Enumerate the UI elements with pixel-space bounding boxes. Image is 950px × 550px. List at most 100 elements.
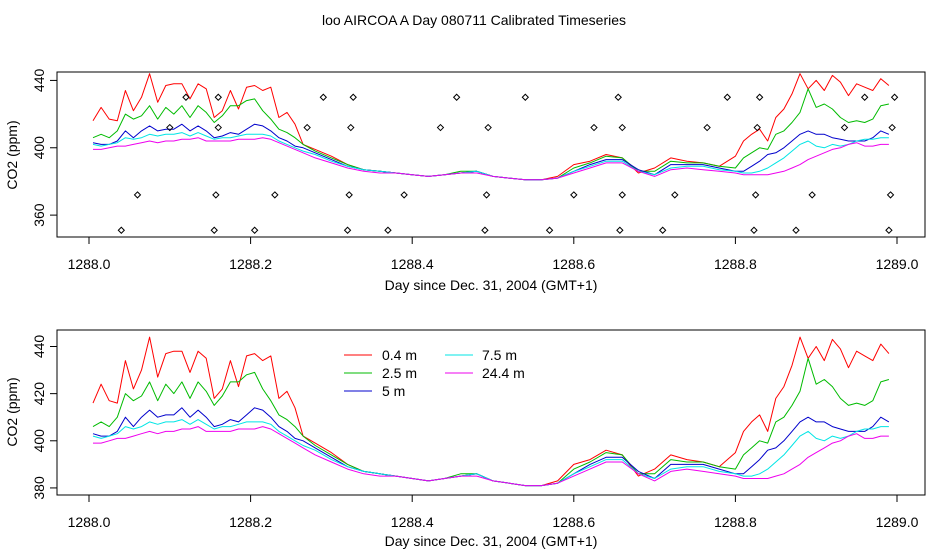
marker-top-37: [753, 123, 761, 132]
y-tick-label-bottom-2: 420: [31, 382, 47, 406]
y-axis-label-bottom: CO2 (ppm): [4, 377, 20, 446]
marker-top-35: [750, 226, 758, 234]
x-tick-label-bottom-2: 1288.4: [391, 514, 434, 530]
marker-top-28: [616, 226, 624, 234]
x-tick-label-top-1: 1288.2: [229, 256, 272, 272]
marker-top-24: [545, 226, 554, 234]
y-tick-label-bottom-0: 380: [31, 476, 47, 500]
marker-top-15: [349, 93, 357, 101]
x-tick-label-top-3: 1288.6: [552, 256, 595, 272]
y-tick-label-top-1: 400: [31, 136, 47, 160]
series-group-top: [92, 73, 899, 234]
y-tick-label-top-0: 360: [31, 203, 47, 227]
marker-top-26: [590, 123, 598, 132]
series-group-bottom: [92, 336, 890, 487]
series-line-bottom-3: [92, 419, 889, 487]
marker-top-1: [133, 191, 142, 199]
marker-top-29: [618, 191, 626, 199]
marker-top-7: [214, 93, 222, 101]
x-axis-top: 1288.0 1288.2 1288.4 1288.6 1288.8 1289.0: [68, 236, 919, 272]
marker-top-38: [755, 93, 764, 101]
marker-top-12: [343, 226, 352, 234]
x-axis-label-bottom: Day since Dec. 31, 2004 (GMT+1): [385, 533, 598, 549]
x-tick-label-top-5: 1289.0: [876, 256, 919, 272]
marker-top-30: [618, 123, 626, 132]
y-tick-label-bottom-3: 440: [31, 335, 47, 359]
marker-top-11: [319, 93, 328, 101]
y-axis-label-top: CO2 (ppm): [4, 120, 20, 189]
series-line-top-2: [92, 123, 890, 181]
y-tick-label-bottom-1: 400: [31, 429, 47, 453]
marker-top-41: [840, 123, 849, 132]
marker-top-8: [250, 226, 259, 234]
marker-top-17: [400, 191, 408, 199]
marker-top-34: [723, 93, 732, 101]
figure-title: loo AIRCOA A Day 080711 Calibrated Times…: [322, 12, 626, 28]
y-axis-top: 360 400 440: [31, 69, 58, 227]
marker-top-10: [303, 123, 311, 132]
x-tick-label-bottom-4: 1288.8: [714, 514, 757, 530]
marker-top-2: [166, 123, 174, 132]
marker-top-42: [860, 93, 869, 101]
marker-top-45: [888, 123, 896, 132]
x-tick-label-bottom-5: 1289.0: [876, 514, 919, 530]
x-tick-label-bottom-1: 1288.2: [229, 514, 272, 530]
panel-top: 360 400 440 1288.0 1288.2 1288.4 1288.6 1288.8…: [4, 69, 926, 293]
x-tick-label-top-4: 1288.8: [714, 256, 757, 272]
legend-label-1: 2.5 m: [382, 365, 417, 381]
y-axis-bottom: 380 400 420 440: [31, 335, 58, 500]
series-line-bottom-2: [92, 407, 890, 487]
marker-top-0: [117, 226, 126, 234]
marker-top-46: [890, 93, 899, 101]
series-line-top-1: [92, 88, 890, 181]
x-tick-label-bottom-3: 1288.6: [552, 514, 595, 530]
marker-top-13: [345, 191, 353, 199]
series-line-bottom-1: [92, 357, 890, 487]
legend-item-4: 24.4 m: [445, 365, 525, 381]
marker-top-6: [214, 123, 222, 132]
marker-top-27: [614, 93, 622, 101]
legend-item-0: 0.4 m: [344, 347, 417, 363]
plot-frame-top: [56, 71, 926, 238]
legend-label-4: 24.4 m: [482, 365, 525, 381]
x-tick-label-top-2: 1288.4: [391, 256, 434, 272]
marker-top-16: [384, 226, 392, 234]
legend-label-0: 0.4 m: [382, 347, 417, 363]
legend-item-3: 7.5 m: [445, 347, 517, 363]
marker-top-23: [521, 93, 530, 101]
x-axis-bottom: 1288.0 1288.2 1288.4 1288.6 1288.8 1289.0: [68, 494, 919, 530]
marker-top-39: [792, 226, 800, 234]
legend: 0.4 m 2.5 m 5 m 7.5 m 24.4 m: [344, 347, 525, 399]
marker-top-33: [703, 123, 711, 132]
legend-label-2: 5 m: [382, 383, 405, 399]
marker-top-5: [212, 191, 220, 199]
marker-top-43: [885, 226, 893, 234]
marker-top-21: [482, 191, 491, 199]
marker-top-22: [484, 123, 492, 132]
x-tick-label-bottom-0: 1288.0: [68, 514, 111, 530]
legend-item-2: 5 m: [344, 383, 405, 399]
legend-label-3: 7.5 m: [482, 347, 517, 363]
marker-top-14: [347, 123, 355, 132]
marker-top-32: [671, 191, 679, 199]
marker-top-44: [886, 191, 895, 199]
series-line-top-3: [92, 132, 889, 181]
marker-top-3: [182, 93, 190, 101]
marker-top-20: [481, 226, 489, 234]
marker-top-18: [436, 123, 445, 132]
x-tick-label-top-0: 1288.0: [68, 256, 111, 272]
series-line-bottom-4: [93, 426, 889, 487]
series-line-top-4: [93, 137, 889, 181]
marker-top-40: [808, 191, 816, 199]
legend-item-1: 2.5 m: [344, 365, 417, 381]
marker-top-4: [210, 226, 218, 234]
marker-top-25: [570, 191, 578, 199]
x-axis-label-top: Day since Dec. 31, 2004 (GMT+1): [385, 277, 598, 293]
marker-top-9: [271, 191, 279, 199]
y-tick-label-top-2: 440: [31, 69, 47, 93]
marker-top-31: [658, 226, 667, 234]
marker-top-36: [751, 191, 760, 199]
marker-top-19: [452, 93, 461, 101]
